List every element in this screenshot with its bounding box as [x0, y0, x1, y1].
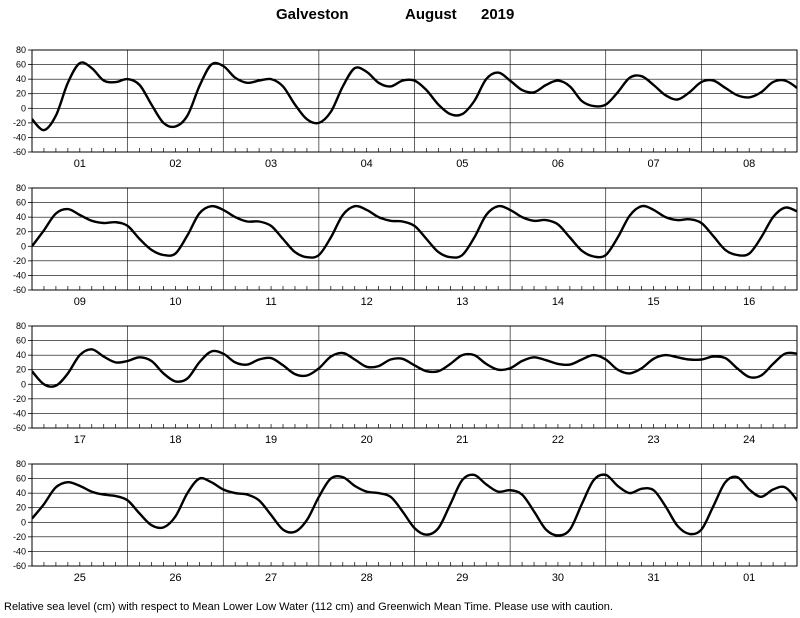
- chart-panel: -60 -40 -20 0 20 40 60 80 01 02 03 04 05 06 07 08: [13, 45, 798, 170]
- y-tick-label: 40: [16, 212, 26, 222]
- panel-frame: [31, 325, 798, 429]
- y-tick-label: 0: [21, 103, 26, 113]
- y-tick-label: 20: [16, 227, 26, 237]
- panel-frame: [31, 463, 798, 567]
- y-tick-label: 80: [16, 45, 26, 55]
- day-label: 25: [74, 572, 86, 584]
- y-tick-label: 40: [16, 74, 26, 84]
- day-label: 21: [456, 434, 468, 446]
- day-label: 14: [552, 296, 564, 308]
- tide-curve: [32, 61, 797, 132]
- chart-panel: -60 -40 -20 0 20 40 60 80 17 18 19 20 21 22 23 24: [13, 321, 798, 446]
- day-label: 16: [743, 296, 755, 308]
- y-tick-label: -20: [13, 118, 26, 128]
- tide-curve: [32, 473, 797, 537]
- day-label: 28: [361, 572, 373, 584]
- y-tick-label: -40: [13, 408, 26, 418]
- day-label: 01: [743, 572, 755, 584]
- y-tick-label: 80: [16, 459, 26, 469]
- day-label: 30: [552, 572, 564, 584]
- y-tick-label: 0: [21, 517, 26, 527]
- y-tick-label: -60: [13, 423, 26, 433]
- day-label: 20: [361, 434, 373, 446]
- day-label: 09: [74, 296, 86, 308]
- y-tick-label: 80: [16, 183, 26, 193]
- day-label: 04: [361, 158, 373, 170]
- y-tick-label: 40: [16, 350, 26, 360]
- chart-panel: -60 -40 -20 0 20 40 60 80 25 26 27 28 29 30 31 01: [13, 459, 798, 584]
- footnote: Relative sea level (cm) with respect to …: [4, 601, 613, 613]
- day-label: 10: [169, 296, 181, 308]
- y-tick-label: 60: [16, 198, 26, 208]
- day-label: 17: [74, 434, 86, 446]
- day-label: 02: [169, 158, 181, 170]
- panel-frame: [31, 187, 798, 291]
- y-tick-label: 0: [21, 379, 26, 389]
- tide-curve: [32, 348, 797, 388]
- chart-title: Galveston August 2019: [0, 6, 800, 26]
- y-tick-label: -20: [13, 532, 26, 542]
- day-label: 29: [456, 572, 468, 584]
- y-tick-label: 80: [16, 321, 26, 331]
- tide-curve: [32, 204, 797, 259]
- y-tick-label: 60: [16, 60, 26, 70]
- y-tick-label: 20: [16, 365, 26, 375]
- y-tick-label: 60: [16, 336, 26, 346]
- day-label: 24: [743, 434, 755, 446]
- day-label: 13: [456, 296, 468, 308]
- day-label: 07: [647, 158, 659, 170]
- day-label: 03: [265, 158, 277, 170]
- day-label: 08: [743, 158, 755, 170]
- y-tick-label: 20: [16, 503, 26, 513]
- y-tick-label: -60: [13, 147, 26, 157]
- day-label: 26: [169, 572, 181, 584]
- y-tick-label: -40: [13, 546, 26, 556]
- day-label: 06: [552, 158, 564, 170]
- title-station: Galveston: [276, 6, 349, 23]
- title-year: 2019: [481, 6, 515, 23]
- day-label: 12: [361, 296, 373, 308]
- title-month: August: [405, 6, 457, 23]
- y-tick-label: 0: [21, 241, 26, 251]
- y-tick-label: -40: [13, 270, 26, 280]
- panel-frame: [31, 49, 798, 153]
- day-label: 01: [74, 158, 86, 170]
- y-tick-label: -60: [13, 561, 26, 571]
- day-label: 31: [647, 572, 659, 584]
- day-label: 27: [265, 572, 277, 584]
- day-label: 05: [456, 158, 468, 170]
- y-tick-label: 40: [16, 488, 26, 498]
- day-label: 18: [169, 434, 181, 446]
- chart-panel: -60 -40 -20 0 20 40 60 80 09 10 11 12 13 14 15 16: [13, 183, 798, 308]
- y-tick-label: -40: [13, 132, 26, 142]
- y-tick-label: -60: [13, 285, 26, 295]
- day-label: 15: [647, 296, 659, 308]
- day-label: 11: [265, 296, 276, 308]
- day-label: 22: [552, 434, 564, 446]
- y-tick-label: -20: [13, 394, 26, 404]
- day-label: 19: [265, 434, 277, 446]
- y-tick-label: 60: [16, 474, 26, 484]
- day-label: 23: [647, 434, 659, 446]
- y-tick-label: 20: [16, 89, 26, 99]
- y-tick-label: -20: [13, 256, 26, 266]
